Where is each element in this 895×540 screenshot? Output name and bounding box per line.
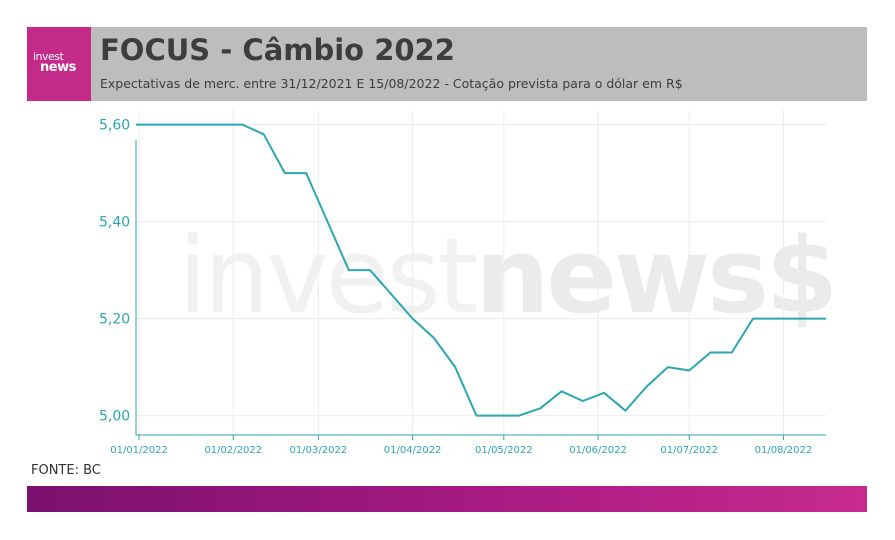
watermark: investnews$ [178, 215, 835, 337]
watermark-light: invest [178, 215, 477, 337]
x-tick-label: 01/01/2022 [110, 445, 168, 456]
y-tick-label: 5,00 [99, 409, 130, 425]
logo-text-news: news [40, 60, 76, 75]
x-tick-label: 01/04/2022 [384, 445, 442, 456]
x-tick-label: 01/06/2022 [569, 445, 627, 456]
x-tick-label: 01/02/2022 [204, 445, 262, 456]
y-tick-label: 5,20 [99, 312, 130, 328]
chart-grid [136, 110, 826, 435]
footer-gradient-bar [27, 486, 867, 512]
watermark-bold: news$ [475, 215, 835, 337]
x-tick-label: 01/07/2022 [660, 445, 718, 456]
chart-title: FOCUS - Câmbio 2022 [100, 33, 455, 67]
x-tick-label: 01/05/2022 [475, 445, 533, 456]
y-tick-label: 5,60 [99, 118, 130, 134]
chart-tick-labels: 5,00 5,20 5,40 5,60 01/01/2022 01/02/2022 01/0… [99, 118, 812, 456]
series-line [136, 123, 826, 417]
chart-subtitle: Expectativas de merc. entre 31/12/2021 E… [100, 76, 683, 91]
chart-series [136, 123, 826, 417]
chart-axes [135, 140, 826, 440]
x-tick-label: 01/03/2022 [290, 445, 348, 456]
line-chart: investnews$ 5,00 5,20 5,40 5,60 01/01/2022 01… [99, 110, 838, 456]
chart-header: invest news FOCUS - Câmbio 2022 Expectat… [27, 27, 867, 101]
y-tick-label: 5,40 [99, 215, 130, 231]
x-tick-label: 01/08/2022 [755, 445, 813, 456]
logo-text-invest: invest [33, 50, 64, 63]
source-note: FONTE: BC [31, 463, 101, 478]
investnews-logo: invest news [27, 27, 91, 101]
